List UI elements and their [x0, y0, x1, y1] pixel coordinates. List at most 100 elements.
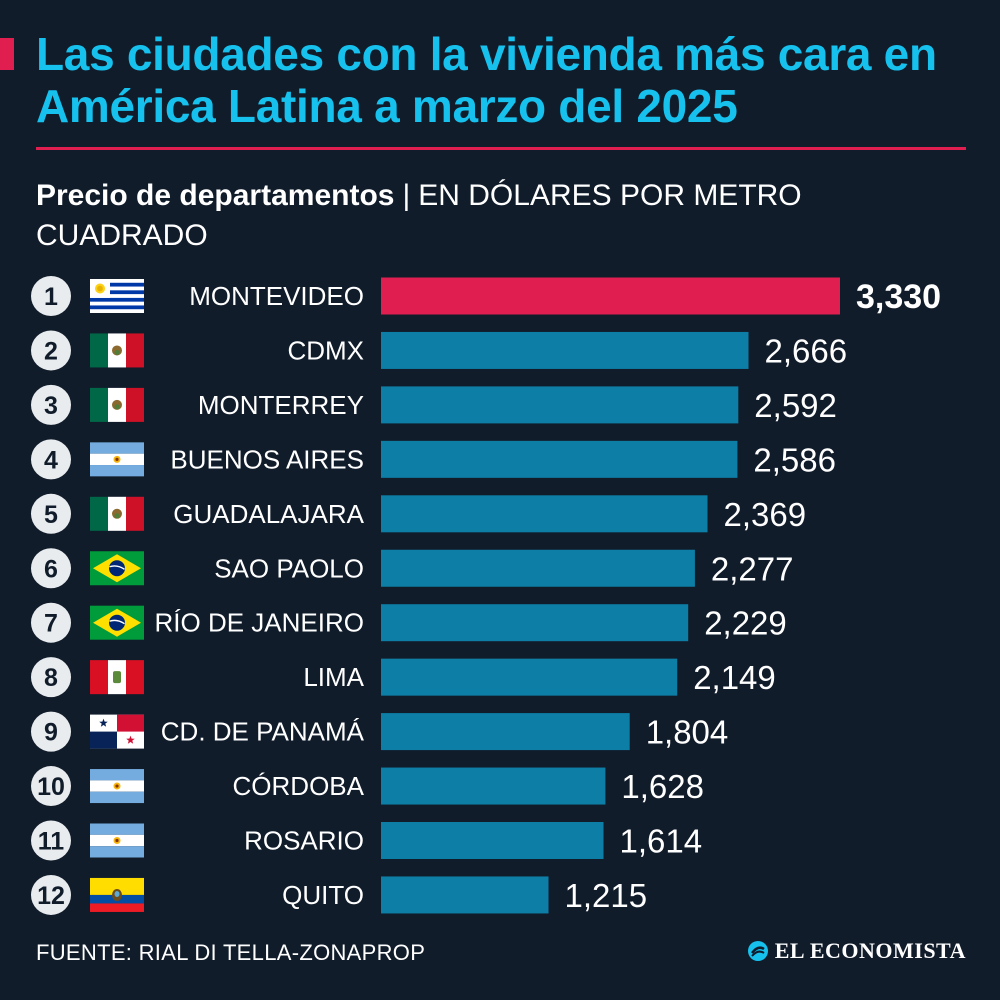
rank-badge: 6: [31, 548, 71, 589]
subtitle-unit: EN DÓLARES POR METRO CUADRADO: [36, 179, 802, 252]
rank-badge-circle: [31, 276, 71, 316]
chart-row: 1 MONTEVIDEO 3,330: [31, 276, 941, 316]
category-label: ROSARIO: [244, 826, 364, 856]
chart-subtitle: Precio de departamentos | EN DÓLARES POR M…: [36, 176, 956, 256]
rank-badge: 12: [31, 874, 71, 915]
chart-row: 6 SAO PAOLO 2,277: [31, 548, 794, 589]
mexico-flag: [90, 387, 144, 422]
rank-badge-circle: [31, 330, 71, 371]
category-label: CÓRDOBA: [233, 771, 365, 801]
rank-badge-circle: [31, 384, 71, 425]
rank-badge: 5: [31, 493, 71, 534]
title-divider: [36, 147, 966, 150]
bar: [381, 495, 708, 533]
rank-number: 3: [44, 392, 58, 420]
bar: [381, 713, 630, 751]
value-label: 2,149: [693, 659, 776, 696]
brand-logo: EL ECONOMISTA: [747, 938, 966, 964]
value-label: 2,592: [754, 387, 837, 424]
subtitle-main: Precio de departamentos: [36, 179, 395, 212]
category-label: MONTERREY: [198, 390, 364, 420]
panama-flag: [90, 714, 144, 749]
bar: [381, 876, 549, 914]
value-label: 1,614: [620, 823, 703, 860]
rank-badge: 11: [31, 820, 71, 861]
rank-badge-circle: [31, 820, 71, 861]
value-label: 2,666: [765, 332, 848, 369]
value-label: 2,229: [704, 605, 787, 642]
rank-number: 5: [44, 501, 58, 529]
mexico-flag: [90, 333, 144, 368]
title-accent-mark: [0, 38, 14, 70]
rank-badge-circle: [31, 657, 71, 698]
ecuador-flag: [90, 877, 144, 912]
page-title: Las ciudades con la vivienda más cara en…: [36, 28, 937, 132]
chart-row: 11 ROSARIO 1,614: [31, 820, 703, 861]
rank-number: 8: [44, 664, 58, 692]
chart-row: 4 BUENOS AIRES 2,586: [31, 439, 836, 480]
chart-row: 10 CÓRDOBA 1,628: [31, 766, 704, 807]
bar: [381, 549, 695, 587]
value-label: 2,586: [753, 441, 836, 478]
rank-badge-circle: [31, 602, 71, 643]
rank-badge-circle: [31, 439, 71, 480]
category-label: MONTEVIDEO: [189, 281, 364, 311]
value-label: 1,628: [621, 768, 704, 805]
source-note: FUENTE: RIAL DI TELLA-ZONAPROP: [36, 940, 426, 965]
category-label: RÍO DE JANEIRO: [155, 608, 364, 638]
rank-badge: 7: [31, 602, 71, 643]
rank-number: 11: [38, 828, 65, 856]
rank-badge: 8: [31, 657, 71, 698]
bar: [381, 658, 678, 696]
chart-row: 2 CDMX 2,666: [31, 330, 848, 371]
mexico-flag: [90, 496, 144, 531]
brazil-flag: [90, 605, 144, 640]
chart-row: 7 RÍO DE JANEIRO 2,229: [31, 602, 787, 643]
category-label: GUADALAJARA: [173, 499, 364, 529]
category-label: LIMA: [303, 662, 364, 692]
value-label: 1,215: [565, 877, 648, 914]
value-label: 2,277: [711, 550, 794, 587]
el-economista-logo-icon: [747, 941, 768, 961]
brand-name: EL ECONOMISTA: [774, 938, 966, 963]
category-label: SAO PAOLO: [214, 553, 364, 583]
bar: [381, 440, 738, 478]
category-label: BUENOS AIRES: [170, 444, 364, 474]
rank-badge: 1: [31, 276, 71, 316]
rank-badge: 9: [31, 711, 71, 752]
chart-row: 3 MONTERREY 2,592: [31, 384, 837, 425]
rank-badge-circle: [31, 711, 71, 752]
rank-number: 6: [44, 555, 58, 583]
argentina-flag: [90, 823, 144, 858]
category-label: CDMX: [287, 335, 364, 365]
rank-badge: 4: [31, 439, 71, 480]
brazil-flag: [90, 551, 144, 586]
category-label: QUITO: [282, 880, 364, 910]
argentina-flag: [90, 769, 144, 804]
rank-number: 1: [44, 283, 58, 311]
bar: [381, 822, 604, 859]
chart-row: 12 QUITO 1,215: [31, 874, 648, 915]
chart-row: 5 GUADALAJARA 2,369: [31, 493, 807, 534]
rank-badge-circle: [31, 766, 71, 807]
bar: [381, 767, 606, 805]
rank-badge-circle: [31, 493, 71, 534]
chart-row: 9 CD. DE PANAMÁ 1,804: [31, 711, 728, 752]
peru-flag: [90, 660, 144, 695]
category-label: CD. DE PANAMÁ: [161, 717, 365, 747]
rank-number: 7: [44, 610, 58, 638]
argentina-flag: [90, 442, 144, 477]
subtitle-separator: |: [402, 179, 411, 212]
rank-number: 4: [44, 446, 58, 474]
rank-badge-circle: [31, 548, 71, 589]
bar: [381, 386, 739, 424]
bar: [381, 277, 840, 315]
rank-number: 10: [37, 773, 65, 801]
value-label: 2,369: [724, 496, 807, 533]
rank-number: 2: [44, 337, 58, 365]
rank-number: 9: [44, 719, 58, 747]
rank-badge: 3: [31, 384, 71, 425]
uruguay-flag: [90, 279, 144, 313]
rank-number: 12: [37, 882, 65, 910]
